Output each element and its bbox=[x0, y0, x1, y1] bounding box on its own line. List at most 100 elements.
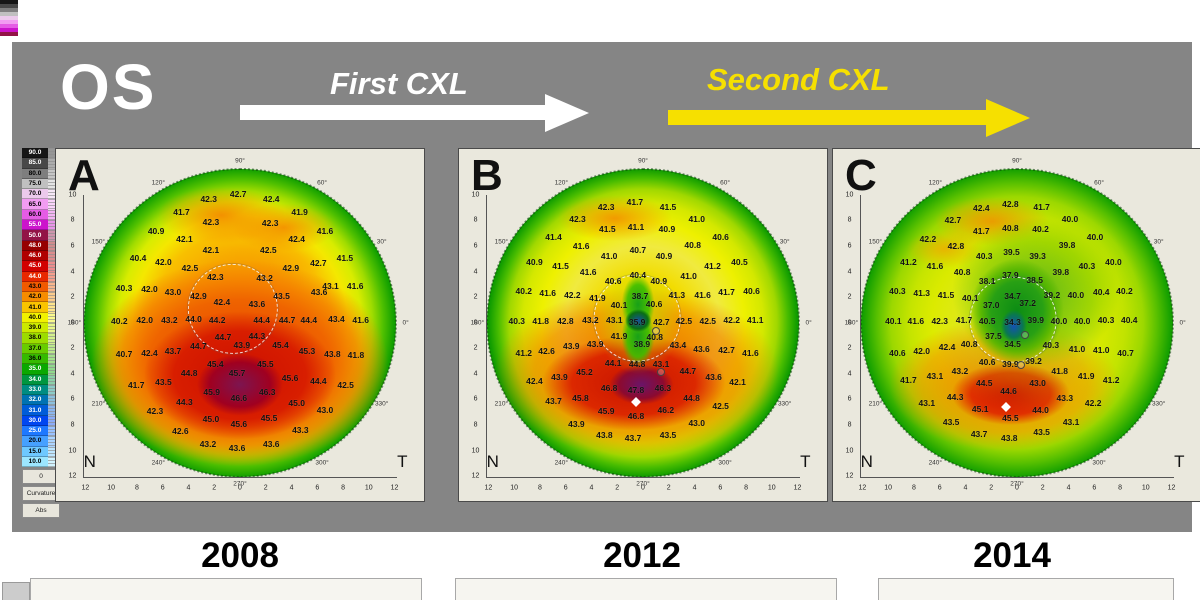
k-value: 41.5 bbox=[552, 260, 569, 271]
y-tick-label: 10 bbox=[845, 447, 854, 455]
colorbar-row: 34.0 bbox=[22, 374, 60, 386]
colorbar-value: 15.0 bbox=[22, 446, 48, 457]
y-tick-label: 2 bbox=[847, 293, 852, 301]
colorbar-fragment-row bbox=[0, 0, 18, 4]
angle-label: 300° bbox=[718, 459, 732, 467]
eye-label: OS bbox=[60, 51, 157, 123]
k-value: 42.0 bbox=[136, 315, 153, 326]
k-value: 47.8 bbox=[627, 385, 645, 396]
colorbar-value: 60.0 bbox=[22, 209, 48, 221]
x-tick-label: 4 bbox=[692, 484, 697, 492]
x-axis bbox=[859, 477, 1175, 479]
k-value: 42.3 bbox=[200, 193, 217, 204]
k-value: 40.6 bbox=[645, 298, 663, 309]
x-tick-label: 10 bbox=[1141, 484, 1150, 492]
k-value: 42.2 bbox=[723, 315, 740, 326]
k-value: 41.0 bbox=[680, 271, 697, 282]
y-axis bbox=[485, 194, 487, 479]
k-value: 41.6 bbox=[579, 266, 597, 277]
k-value: 39.9 bbox=[1002, 359, 1019, 370]
k-value: 43.1 bbox=[606, 315, 623, 326]
colorbar-row: 39.0 bbox=[22, 323, 60, 334]
angle-label: 0° bbox=[1179, 319, 1186, 327]
k-value: 34.7 bbox=[1004, 291, 1021, 302]
colorbar-row: 80.0 bbox=[22, 168, 60, 180]
k-value: 41.2 bbox=[900, 256, 917, 267]
x-tick-label: 6 bbox=[1092, 484, 1097, 492]
colorbar-tick-cell bbox=[48, 158, 59, 169]
angle-label: 180° bbox=[844, 319, 859, 327]
cropped-colorbar-fragment bbox=[0, 0, 18, 36]
colorbar-row: 75.0 bbox=[22, 178, 60, 190]
y-tick-label: 2 bbox=[70, 344, 75, 352]
k-value: 42.5 bbox=[699, 316, 717, 327]
curvature-button[interactable]: Curvature bbox=[22, 486, 60, 502]
k-value: 41.7 bbox=[626, 197, 644, 208]
k-value: 41.2 bbox=[515, 348, 533, 359]
k-value: 42.4 bbox=[288, 234, 305, 245]
k-value: 40.3 bbox=[1078, 260, 1096, 271]
topography-panel-c: C N T 42.4 42.8 41.7 42.7 40.0 41.7 40.8 40.2 42… bbox=[832, 148, 1200, 502]
k-value: 42.6 bbox=[172, 425, 189, 436]
colorbar-tick-cell bbox=[48, 456, 59, 468]
colorbar-tick-cell bbox=[48, 199, 59, 211]
colorbar-row: 45.0 bbox=[22, 261, 60, 272]
k-value: 40.4 bbox=[129, 253, 147, 264]
colorbar-tick-cell bbox=[48, 148, 59, 159]
k-value: 42.3 bbox=[202, 216, 220, 227]
year-label-2012: 2012 bbox=[603, 536, 681, 575]
y-tick-label: 6 bbox=[847, 395, 852, 403]
colorbar-value: 37.0 bbox=[22, 343, 48, 354]
angle-label: 330° bbox=[1151, 400, 1166, 408]
k-value: 40.0 bbox=[1061, 214, 1079, 225]
k-value: 40.5 bbox=[978, 316, 996, 327]
colorbar-tick-cell bbox=[48, 261, 59, 272]
y-tick-label: 8 bbox=[847, 421, 852, 429]
k-value: 46.2 bbox=[657, 404, 675, 415]
k-value: 42.9 bbox=[282, 262, 300, 273]
k-value: 43.9 bbox=[233, 340, 251, 351]
cropped-panel-strip-1 bbox=[30, 578, 422, 600]
k-value: 41.9 bbox=[1077, 371, 1095, 382]
first-cxl-label: First CXL bbox=[330, 66, 468, 101]
angle-label: 240° bbox=[928, 459, 943, 467]
k-value: 43.3 bbox=[292, 424, 309, 435]
k-value: 44.6 bbox=[1000, 386, 1017, 397]
y-tick-label: 4 bbox=[70, 268, 75, 276]
k-value: 41.6 bbox=[694, 290, 711, 301]
angle-label: 270° bbox=[233, 480, 247, 488]
x-tick-label: 6 bbox=[315, 484, 320, 492]
colorbar-row: 48.0 bbox=[22, 240, 60, 252]
k-value: 44.4 bbox=[310, 375, 327, 386]
k-value: 39.5 bbox=[1003, 247, 1020, 258]
k-value: 41.6 bbox=[316, 226, 334, 237]
k-value: 42.5 bbox=[260, 245, 277, 256]
k-value: 40.2 bbox=[515, 285, 533, 296]
y-tick-label: 8 bbox=[70, 421, 75, 429]
k-value: 43.8 bbox=[596, 430, 613, 441]
k-value: 42.7 bbox=[653, 316, 670, 327]
colorbar-row: 30.0 bbox=[22, 415, 60, 427]
k-value: 43.6 bbox=[310, 286, 328, 297]
k-value: 42.3 bbox=[261, 217, 279, 228]
abs-button[interactable]: Abs bbox=[22, 503, 60, 519]
nasal-label: N bbox=[83, 451, 96, 471]
x-tick-label: 0 bbox=[641, 484, 645, 492]
k-value: 42.1 bbox=[729, 377, 746, 388]
y-tick-label: 2 bbox=[473, 344, 478, 352]
k-value: 42.0 bbox=[155, 256, 172, 267]
k-value: 42.4 bbox=[938, 342, 956, 353]
x-axis bbox=[485, 477, 801, 479]
k-value: 44.4 bbox=[300, 315, 318, 326]
k-value: 42.8 bbox=[1002, 198, 1019, 209]
x-tick-label: 10 bbox=[884, 484, 893, 492]
topography-panel-b: B N T 42.3 41.7 41.5 42.3 41.0 41.5 41.1 40.9 41… bbox=[458, 148, 828, 502]
y-tick-label: 8 bbox=[473, 421, 478, 429]
colorbar-tick-cell bbox=[48, 189, 59, 200]
angle-label: 270° bbox=[636, 480, 650, 488]
zone-dashed-circle bbox=[970, 276, 1057, 364]
k-value: 40.4 bbox=[629, 270, 647, 281]
k-value: 40.3 bbox=[1042, 340, 1060, 351]
k-value: 40.1 bbox=[610, 299, 628, 310]
k-value: 42.2 bbox=[919, 234, 937, 245]
